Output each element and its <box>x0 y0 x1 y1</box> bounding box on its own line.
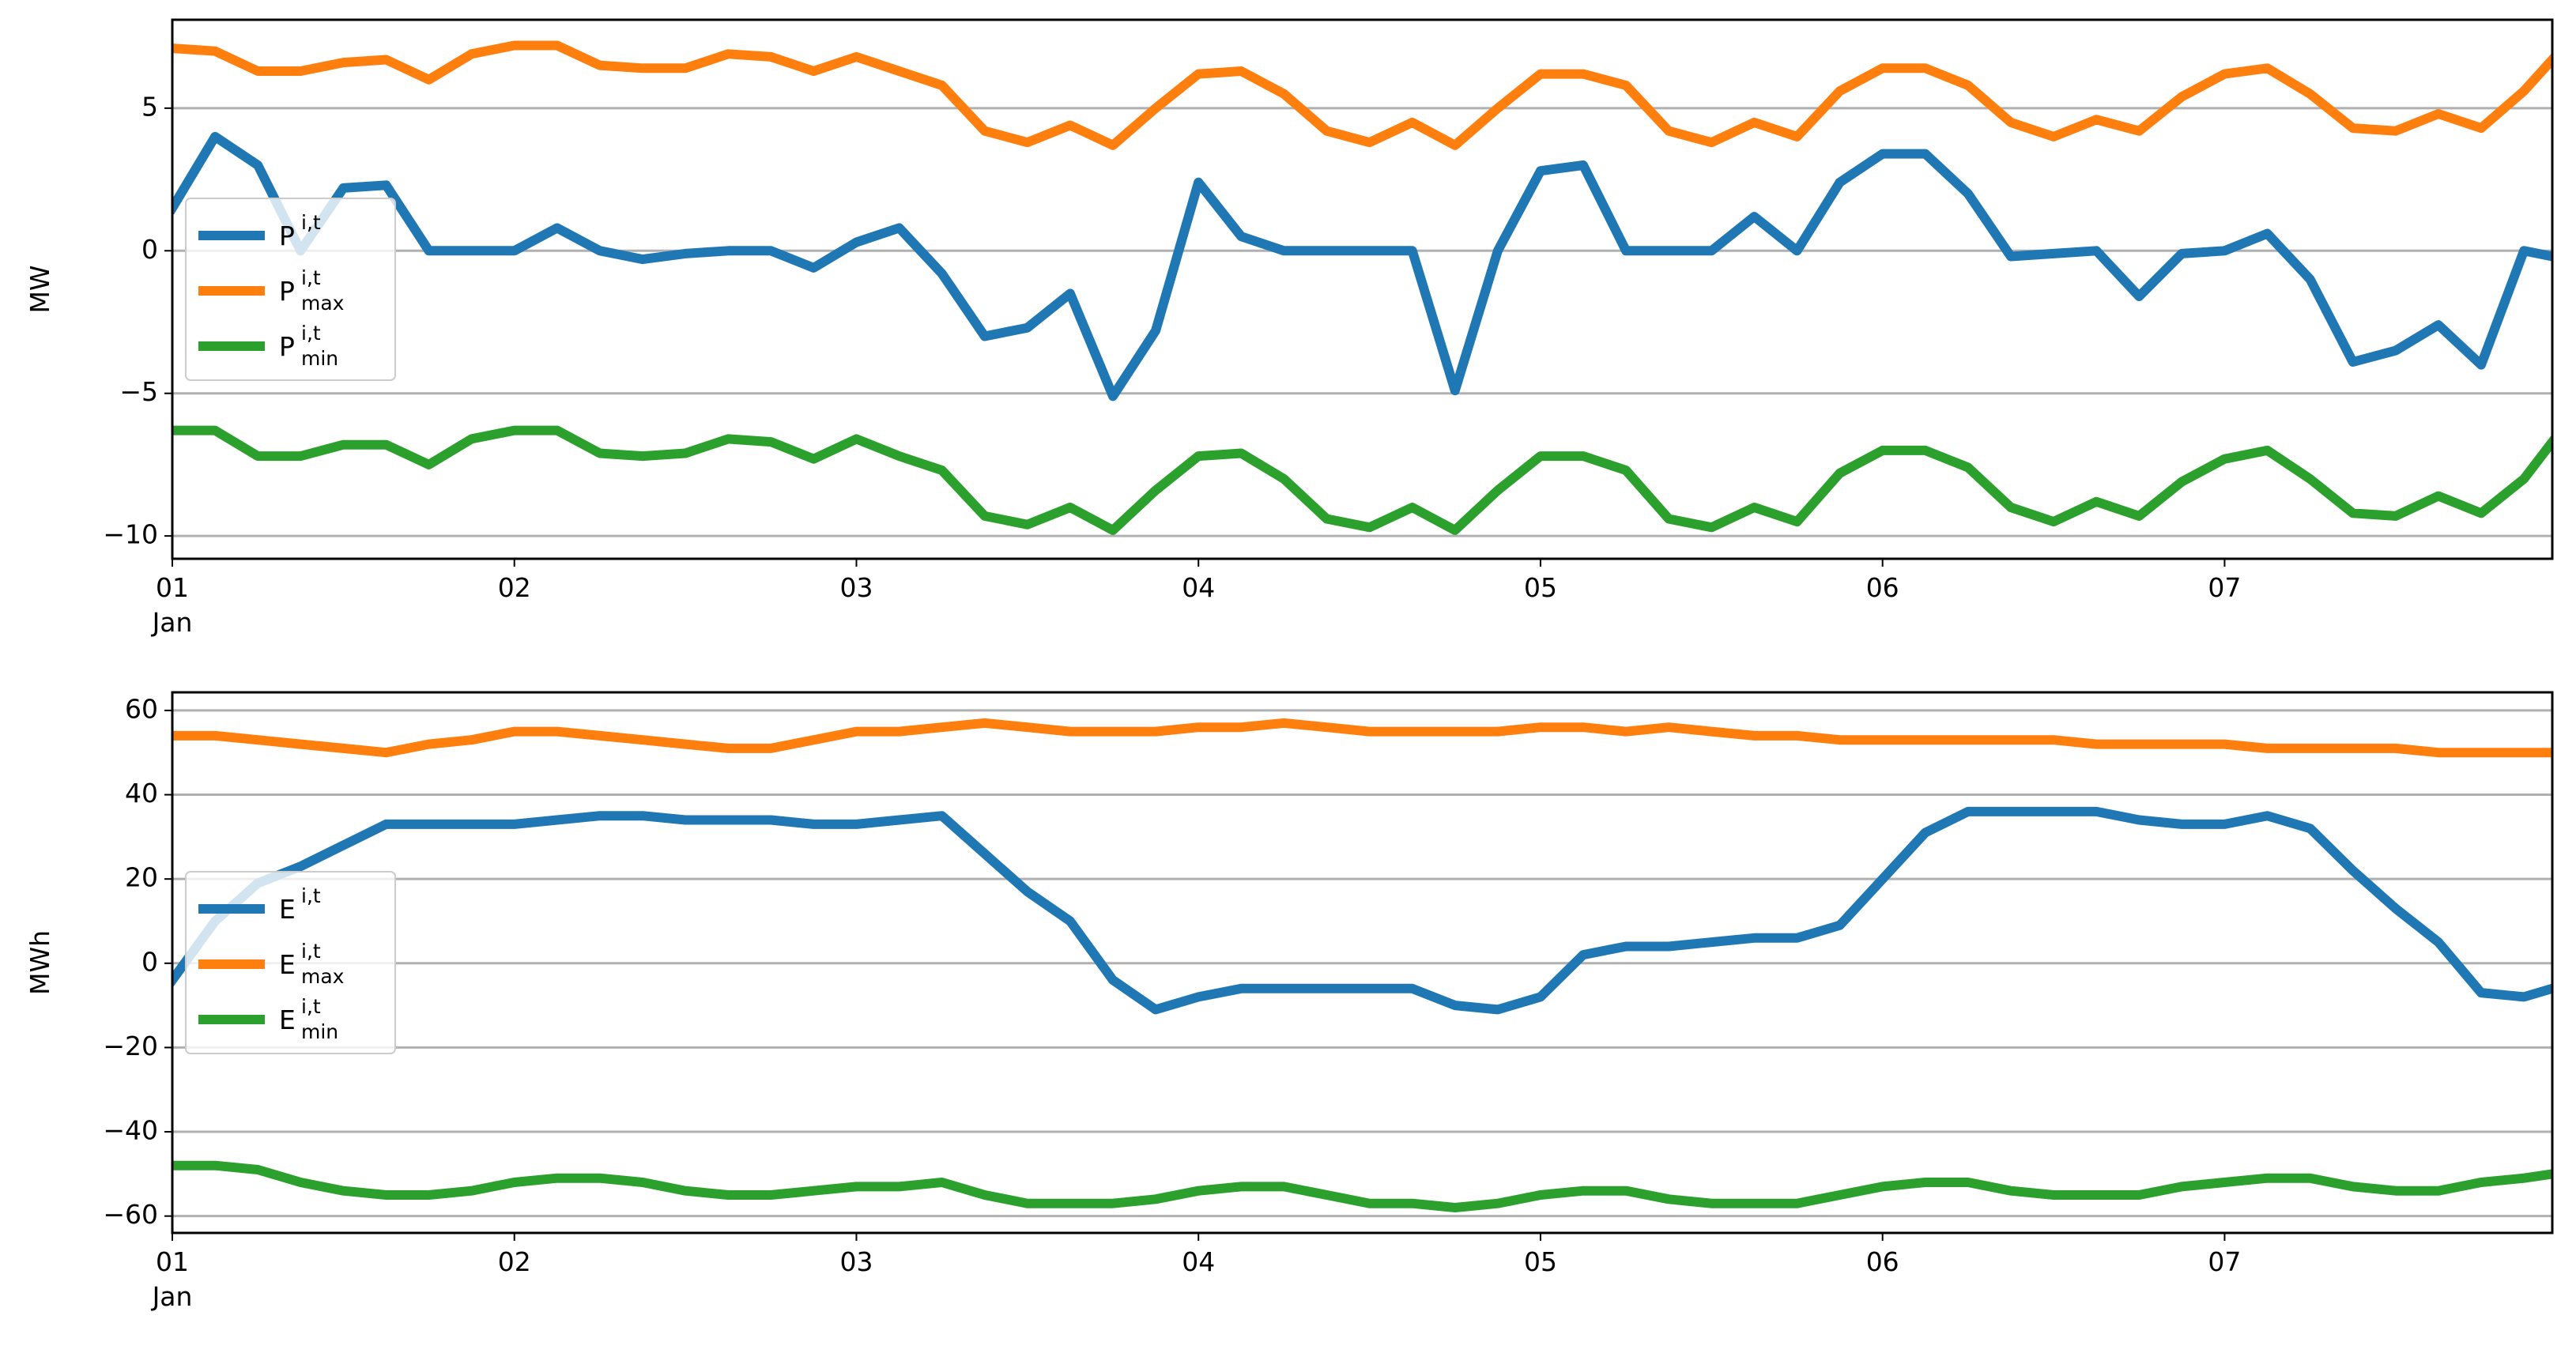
legend-label-sup: i,t <box>301 211 321 234</box>
series-line <box>172 40 2552 150</box>
x-tick-label: 03 <box>839 1246 873 1277</box>
y-tick-label: −10 <box>103 519 158 550</box>
legend-label: E <box>279 894 296 925</box>
legend-label-sub: min <box>301 347 338 370</box>
series-line <box>172 1160 2552 1212</box>
y-axis-label: MWh <box>25 930 55 995</box>
x-tick-label: 04 <box>1182 572 1215 603</box>
series-line <box>172 806 2552 1015</box>
y-axis-label: MW <box>25 265 55 313</box>
x-tick-label: 03 <box>839 572 873 603</box>
legend-label-sup: i,t <box>301 995 321 1018</box>
legend-label-sub: max <box>301 965 344 988</box>
y-tick-label: 5 <box>141 91 158 122</box>
legend-label: P <box>279 221 295 251</box>
x-tick-label: 05 <box>1524 572 1557 603</box>
y-tick-label: −40 <box>103 1115 158 1146</box>
x-tick-label: 01 <box>156 572 189 603</box>
legend-label-sub: max <box>301 292 344 315</box>
y-tick-label: 40 <box>125 778 158 809</box>
legend-label: E <box>279 1005 296 1035</box>
legend-label-sup: i,t <box>301 266 321 289</box>
y-tick-label: 0 <box>141 234 158 265</box>
x-tick-sublabel: Jan <box>151 607 193 638</box>
y-tick-label: 20 <box>125 862 158 893</box>
legend-label-sup: i,t <box>301 322 321 345</box>
axes-frame <box>171 18 2554 560</box>
x-tick-label: 06 <box>1866 572 1899 603</box>
x-tick-label: 01 <box>156 1246 189 1277</box>
legend-label: P <box>279 331 295 362</box>
series-line <box>172 718 2552 758</box>
legend-label-sub: min <box>301 1020 338 1043</box>
x-tick-label: 04 <box>1182 1246 1215 1277</box>
series-line <box>172 425 2552 535</box>
legend-label-sup: i,t <box>301 884 321 907</box>
x-tick-label: 06 <box>1866 1246 1899 1277</box>
axes-frame <box>171 691 2554 1234</box>
legend-label-sup: i,t <box>301 940 321 963</box>
x-tick-label: 02 <box>498 1246 531 1277</box>
x-tick-label: 02 <box>498 572 531 603</box>
legend-box <box>185 198 396 381</box>
x-tick-label: 07 <box>2208 1246 2241 1277</box>
legend-label: E <box>279 949 296 980</box>
y-tick-label: −60 <box>103 1199 158 1230</box>
y-tick-label: 0 <box>141 946 158 977</box>
legend-box <box>185 871 396 1054</box>
series-line <box>172 131 2552 401</box>
legend-label: P <box>279 276 295 307</box>
x-tick-label: 07 <box>2208 572 2241 603</box>
y-tick-label: −5 <box>119 376 158 407</box>
x-tick-sublabel: Jan <box>151 1281 193 1312</box>
x-tick-label: 05 <box>1524 1246 1557 1277</box>
y-tick-label: 60 <box>125 693 158 724</box>
y-tick-label: −20 <box>103 1031 158 1061</box>
